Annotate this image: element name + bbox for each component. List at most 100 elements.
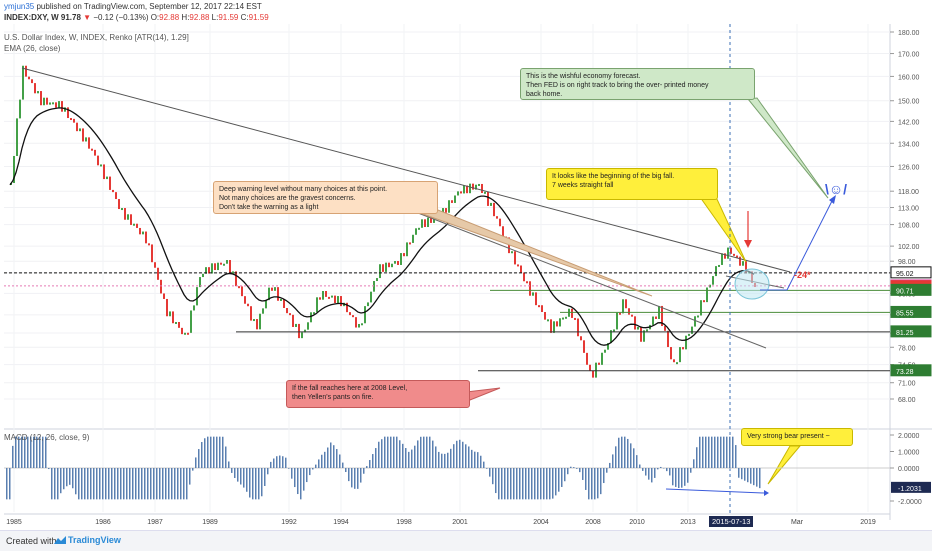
- macd-bar: [204, 438, 206, 468]
- tradingview-link[interactable]: TradingView: [68, 535, 121, 545]
- renko-up-brick: [262, 308, 264, 314]
- macd-bar: [99, 468, 101, 500]
- macd-bar: [159, 468, 161, 500]
- renko-down-brick: [583, 340, 585, 353]
- renko-up-brick: [379, 264, 381, 279]
- macd-bar: [549, 468, 551, 500]
- renko-up-brick: [253, 319, 255, 322]
- macd-bar: [54, 468, 56, 500]
- renko-down-brick: [541, 305, 543, 313]
- renko-up-brick: [613, 329, 615, 332]
- macd-bar: [153, 468, 155, 500]
- macd-bar: [531, 468, 533, 500]
- renko-up-brick: [415, 228, 417, 235]
- renko-up-brick: [268, 287, 270, 301]
- renko-down-brick: [283, 298, 285, 309]
- macd-bar: [543, 468, 545, 500]
- big-fall-note[interactable]: It looks like the beginning of the big f…: [546, 168, 718, 200]
- macd-legend[interactable]: MACD (12, 26, close, 9): [4, 433, 90, 442]
- macd-bar: [393, 436, 395, 468]
- macd-bar: [681, 468, 683, 488]
- renko-up-brick: [601, 352, 603, 365]
- renko-down-brick: [325, 291, 327, 297]
- renko-up-brick: [610, 330, 612, 344]
- renko-up-brick: [217, 262, 219, 271]
- tradingview-logo-icon: [54, 536, 66, 544]
- macd-bar: [735, 445, 737, 468]
- macd-bar: [240, 468, 242, 485]
- macd-bar: [636, 455, 638, 468]
- renko-up-brick: [58, 101, 60, 108]
- macd-bar: [447, 452, 449, 468]
- renko-down-brick: [682, 347, 684, 350]
- macd-bar: [738, 468, 740, 478]
- bear-note[interactable]: Very strong bear present ~: [741, 428, 853, 446]
- renko-down-brick: [574, 317, 576, 320]
- renko-down-brick: [112, 189, 114, 193]
- macd-bar: [18, 436, 20, 468]
- renko-down-brick: [589, 364, 591, 371]
- renko-up-brick: [421, 219, 423, 228]
- price-label-badge: [890, 266, 932, 279]
- macd-bar: [405, 448, 407, 468]
- renko-up-brick: [367, 302, 369, 307]
- time-tick-label: 1987: [147, 519, 163, 526]
- macd-bar: [555, 468, 557, 496]
- macd-bar: [81, 468, 83, 500]
- price-change: −0.12 (−0.13%): [93, 13, 149, 22]
- symbol[interactable]: INDEX:DXY, W: [4, 13, 59, 22]
- deep-warning-note[interactable]: Deep warning level without many choices …: [213, 181, 438, 214]
- renko-down-brick: [241, 286, 243, 297]
- author-link[interactable]: ymjun35: [4, 2, 35, 11]
- fall-2008-note[interactable]: If the fall reaches here at 2008 Level, …: [286, 380, 470, 408]
- macd-bar: [375, 448, 377, 468]
- macd-bar: [729, 436, 731, 468]
- renko-up-brick: [547, 319, 549, 322]
- macd-bar: [357, 468, 359, 489]
- time-tick-label: Mar: [791, 519, 804, 526]
- renko-down-brick: [514, 251, 516, 265]
- renko-up-brick: [706, 287, 708, 303]
- macd-bar: [294, 468, 296, 488]
- renko-down-brick: [130, 214, 132, 225]
- renko-down-brick: [355, 317, 357, 328]
- macd-bar: [90, 468, 92, 500]
- ema-legend[interactable]: EMA (26, close): [4, 44, 61, 53]
- macd-bar: [387, 436, 389, 468]
- divergence-arrow-head: [764, 490, 769, 496]
- macd-bar: [468, 446, 470, 468]
- wishful-note[interactable]: This is the wishful economy forecast. Th…: [520, 68, 755, 100]
- renko-down-brick: [229, 260, 231, 274]
- macd-bar: [513, 468, 515, 500]
- macd-bar: [441, 453, 443, 468]
- macd-bar: [726, 436, 728, 468]
- macd-bar: [75, 468, 77, 495]
- renko-down-brick: [655, 316, 657, 319]
- macd-bar: [321, 454, 323, 468]
- renko-up-brick: [712, 276, 714, 285]
- renko-down-brick: [523, 272, 525, 282]
- renko-down-brick: [244, 296, 246, 304]
- macd-bar: [273, 458, 275, 468]
- renko-up-brick: [100, 164, 102, 167]
- macd-bar: [141, 468, 143, 500]
- macd-bar: [732, 436, 734, 468]
- renko-down-brick: [352, 315, 354, 318]
- macd-bar: [537, 468, 539, 500]
- price-label-text: 81.25: [896, 330, 914, 337]
- renko-up-brick: [79, 128, 81, 132]
- renko-down-brick: [631, 314, 633, 317]
- renko-up-brick: [697, 315, 699, 318]
- renko-up-brick: [652, 316, 654, 325]
- renko-down-brick: [247, 303, 249, 307]
- renko-down-brick: [238, 286, 240, 289]
- macd-bar: [432, 440, 434, 468]
- macd-bar: [624, 436, 626, 468]
- price-label-text: 85.55: [896, 310, 914, 317]
- renko-down-brick: [586, 352, 588, 365]
- macd-bar: [687, 468, 689, 483]
- macd-bar: [546, 468, 548, 500]
- renko-down-brick: [388, 262, 390, 268]
- renko-down-brick: [148, 243, 150, 246]
